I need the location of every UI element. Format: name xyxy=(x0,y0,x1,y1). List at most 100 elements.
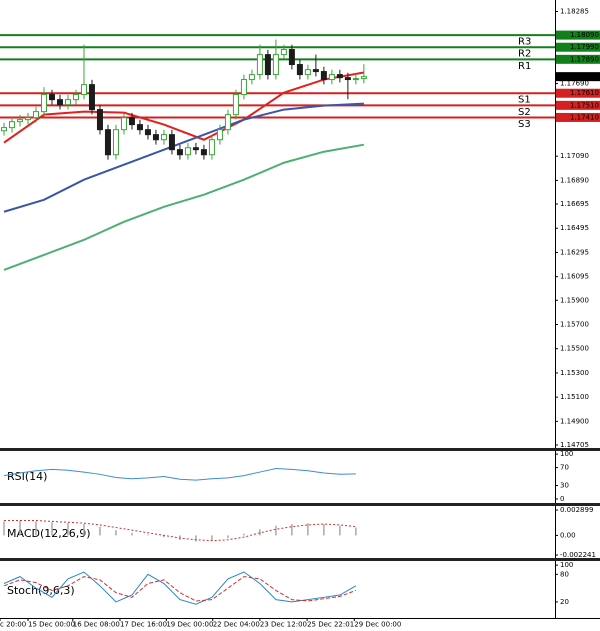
candle-body xyxy=(248,74,255,81)
candle-body xyxy=(208,139,215,156)
level-price-box xyxy=(556,100,600,110)
candle-body xyxy=(40,94,47,113)
candle-body xyxy=(216,129,223,141)
candle-body xyxy=(264,54,271,76)
candle-body xyxy=(88,84,95,111)
level-price-label: 1.17410 xyxy=(570,113,599,121)
level-price-box xyxy=(556,54,600,64)
y-tick-label: 1.15300 xyxy=(560,369,589,377)
y-tick-label: -0.002241 xyxy=(560,551,596,559)
histogram-bar xyxy=(51,522,53,536)
candle-body xyxy=(24,117,31,121)
candle-body xyxy=(344,77,351,81)
y-tick-label: 1.15100 xyxy=(560,393,589,401)
y-tick-label: 1.18285 xyxy=(560,8,589,16)
y-tick-label: 80 xyxy=(560,570,569,578)
level-name: R1 xyxy=(518,61,531,72)
moving-average-line xyxy=(3,143,365,271)
candle-body xyxy=(8,121,15,129)
candle-body xyxy=(192,147,199,151)
y-tick-label: 1.16095 xyxy=(560,273,589,281)
level-price-box xyxy=(556,30,600,40)
moving-average-line xyxy=(3,71,365,144)
y-tick-label: 1.14900 xyxy=(560,417,589,425)
candle-body xyxy=(256,54,263,76)
candle-body xyxy=(112,129,119,156)
x-tick-label: 25 Dec 22:01 xyxy=(307,621,354,629)
histogram-bar xyxy=(35,521,37,536)
last-price-label: 1.17747 xyxy=(570,73,599,81)
candle-body xyxy=(272,54,279,76)
y-tick-label: 100 xyxy=(560,561,573,569)
candle-body xyxy=(160,134,167,141)
y-tick-label: 0.002899 xyxy=(560,506,593,514)
y-tick-label: 20 xyxy=(560,598,569,606)
y-tick-label: 1.16295 xyxy=(560,248,589,256)
level-price-label: 1.18090 xyxy=(570,31,599,39)
y-tick-label: 1.15900 xyxy=(560,296,589,304)
candle-body xyxy=(328,74,335,81)
candle-body xyxy=(312,69,319,73)
level-name: R3 xyxy=(518,37,531,48)
level-name: S2 xyxy=(518,107,531,118)
candle-body xyxy=(144,129,151,136)
histogram-bar xyxy=(147,534,149,536)
y-tick-label: 1.17690 xyxy=(560,80,589,88)
y-tick-label: 70 xyxy=(560,464,569,472)
y-tick-label: 1.16495 xyxy=(560,224,589,232)
panel-title: MACD(12,26,9) xyxy=(7,527,91,540)
level-price-box xyxy=(556,112,600,122)
candle-body xyxy=(304,69,311,76)
candle-body xyxy=(336,74,343,79)
moving-average-line xyxy=(3,102,364,213)
candle-body xyxy=(352,78,359,81)
histogram-bar xyxy=(259,529,261,536)
indicator-line xyxy=(3,576,357,602)
y-tick-label: 30 xyxy=(560,482,569,490)
level-price-label: 1.17890 xyxy=(570,55,599,63)
histogram-bar xyxy=(323,524,325,536)
candle-body xyxy=(224,114,231,131)
level-price-label: 1.17610 xyxy=(570,89,599,97)
x-tick-label: 19 Dec 00:00 xyxy=(166,621,213,629)
histogram-bar xyxy=(115,530,117,536)
histogram-bar xyxy=(163,535,165,538)
x-tick-label: 29 Dec 00:00 xyxy=(354,621,401,629)
candle-body xyxy=(240,79,247,96)
y-tick-label: 1.16695 xyxy=(560,200,589,208)
histogram-bar xyxy=(307,523,309,536)
x-tick-label: 23 Dec 12:00 xyxy=(260,621,307,629)
candle-body xyxy=(96,109,103,131)
y-tick-label: 1.14705 xyxy=(560,441,589,449)
candle-body xyxy=(184,147,191,156)
candle-body xyxy=(360,76,367,80)
histogram-bar xyxy=(19,520,21,536)
histogram-bar xyxy=(243,533,245,536)
candle-body xyxy=(232,94,239,116)
histogram-bar xyxy=(339,525,341,536)
candle-body xyxy=(296,64,303,76)
level-price-box xyxy=(556,88,600,98)
panel-separator xyxy=(0,558,600,561)
candle-body xyxy=(288,49,295,66)
candle-body xyxy=(280,49,287,56)
indicator-line xyxy=(3,571,357,605)
level-price-label: 1.17990 xyxy=(570,43,599,51)
candle-body xyxy=(16,119,23,123)
x-tick-label: 17 Dec 16:00 xyxy=(120,621,167,629)
candle-body xyxy=(56,99,63,106)
level-name: R2 xyxy=(518,49,531,60)
panel-separator xyxy=(0,503,600,506)
histogram-bar xyxy=(131,532,133,536)
candle-body xyxy=(0,127,7,132)
candle-body xyxy=(104,129,111,156)
indicator-line xyxy=(3,467,356,481)
candle-body xyxy=(320,71,327,81)
histogram-bar xyxy=(195,535,197,542)
histogram-bar xyxy=(227,535,229,539)
level-name: S3 xyxy=(518,119,531,130)
candle-body xyxy=(72,94,79,101)
x-tick-label: 16 Dec 08:00 xyxy=(73,621,120,629)
level-name: S1 xyxy=(518,95,531,106)
